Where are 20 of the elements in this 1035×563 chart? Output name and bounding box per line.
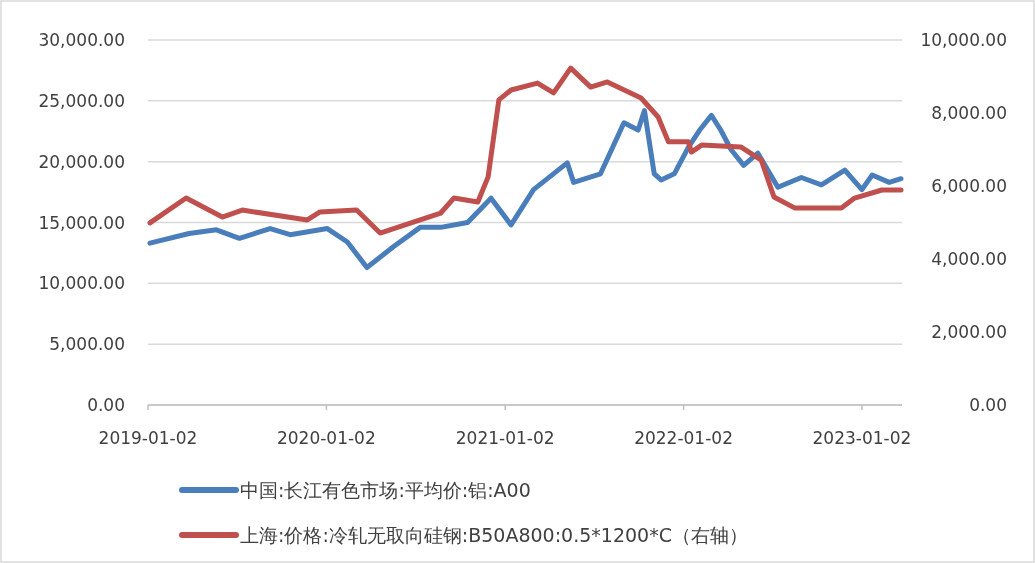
x-tick-label: 2022-01-02 bbox=[634, 428, 733, 448]
legend-label: 上海:价格:冷轧无取向硅钢:B50A800:0.5*1200*C（右轴） bbox=[240, 524, 748, 546]
x-tick-label: 2020-01-02 bbox=[276, 428, 376, 448]
y-tick-label: 25,000.00 bbox=[38, 90, 125, 111]
y-tick-label: 5,000.00 bbox=[49, 334, 125, 355]
x-tick-label: 2019-01-02 bbox=[98, 428, 198, 448]
y2-tick-label: 6,000.00 bbox=[931, 176, 1007, 196]
x-tick-label: 2021-01-02 bbox=[455, 428, 555, 448]
y2-tick-label: 10,000.00 bbox=[920, 30, 1007, 50]
y-tick-label: 20,000.00 bbox=[38, 151, 125, 172]
y2-tick-label: 0.00 bbox=[969, 395, 1007, 415]
y-tick-label: 0.00 bbox=[87, 395, 125, 415]
y2-tick-label: 4,000.00 bbox=[931, 249, 1007, 269]
y2-tick-label: 8,000.00 bbox=[931, 103, 1007, 123]
y-tick-label: 30,000.00 bbox=[38, 30, 125, 50]
y2-tick-label: 2,000.00 bbox=[931, 322, 1007, 342]
legend-label: 中国:长江有色市场:平均价:铝:A00 bbox=[240, 479, 531, 501]
y-tick-label: 10,000.00 bbox=[38, 273, 125, 294]
x-tick-label: 2023-01-02 bbox=[812, 428, 912, 448]
y-tick-label: 15,000.00 bbox=[38, 212, 125, 233]
